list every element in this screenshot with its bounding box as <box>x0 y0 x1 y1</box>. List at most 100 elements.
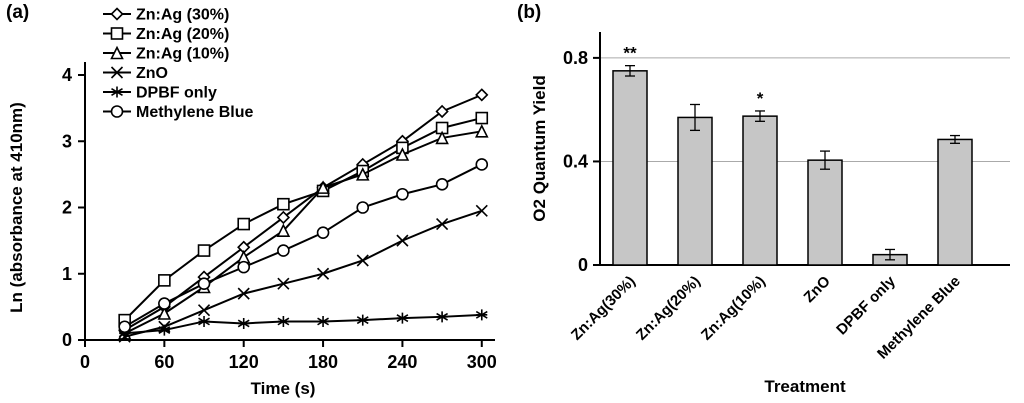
triangle-marker-icon <box>355 167 370 181</box>
bar-chart-canvas: 0 0.4 0.8 ** Zn:Ag(30%)Zn:Ag(20%) * Zn:Ag(10%)… <box>530 32 1010 396</box>
diamond-marker-icon <box>475 88 489 102</box>
x-marker-icon <box>316 267 330 280</box>
legend-label: Zn:Ag (10%) <box>136 46 229 63</box>
triangle-marker-icon <box>276 223 291 237</box>
x-tick-label: 180 <box>308 352 338 372</box>
circle-marker-icon <box>197 277 211 290</box>
x-marker-icon <box>396 234 409 247</box>
legend-item: ZnO <box>103 65 168 82</box>
bar-group: ZnO <box>801 150 843 306</box>
x-marker-icon <box>110 66 124 79</box>
axes <box>78 62 495 347</box>
legend-item: Methylene Blue <box>103 104 253 121</box>
legend-label: Zn:Ag (30%) <box>136 7 229 24</box>
asterisk-marker-icon <box>396 312 409 324</box>
bar <box>937 138 973 266</box>
diamond-marker-icon <box>110 7 124 21</box>
square-marker-icon <box>237 217 251 231</box>
y-tick-label: 3 <box>62 131 72 151</box>
asterisk-marker-icon <box>356 314 369 326</box>
circle-marker-icon <box>396 187 409 201</box>
y-axis-title: Ln (absorbance at 410nm) <box>7 102 26 313</box>
significance-annotation: ** <box>623 44 637 63</box>
x-category-label: Zn:Ag(20%) <box>633 273 704 344</box>
y-tick-label: 2 <box>62 198 72 218</box>
triangle-marker-icon <box>316 180 330 194</box>
x-category-label: Zn:Ag(30%) <box>568 273 639 344</box>
series-methylene-blue <box>118 158 489 334</box>
y-tick-label: 0 <box>62 330 72 350</box>
asterisk-marker-icon <box>198 315 210 327</box>
series-zno <box>118 204 488 343</box>
x-category-label: Zn:Ag(10%) <box>698 273 769 344</box>
y-tick-label: 0 <box>578 255 588 275</box>
legend: Zn:Ag (30%) Zn:Ag (20%) Zn:Ag (10%) ZnO DPBF… <box>103 7 253 121</box>
x-marker-icon <box>197 304 211 317</box>
asterisk-marker-icon <box>237 317 250 329</box>
x-axis-title: Time (s) <box>251 379 316 398</box>
panel-a-line-chart: (a) 0 60 120 180 240 300 0 1 2 3 4 Time (s) Ln (abso… <box>0 0 505 403</box>
series-zn-ag-10- <box>117 124 489 340</box>
x-tick-label: 300 <box>467 352 497 372</box>
x-marker-icon <box>237 287 250 300</box>
x-tick-label: 60 <box>154 352 174 372</box>
bar <box>807 159 843 266</box>
panel-a-label: (a) <box>6 2 30 23</box>
legend-label: Zn:Ag (20%) <box>136 26 229 43</box>
bar <box>677 116 713 266</box>
legend-item: DPBF only <box>103 85 217 102</box>
asterisk-marker-icon <box>436 311 449 323</box>
square-marker-icon <box>277 197 290 211</box>
square-marker-icon <box>475 111 489 125</box>
diamond-marker-icon <box>276 210 291 225</box>
asterisk-marker-icon <box>118 327 131 339</box>
x-tick-label: 240 <box>387 352 417 372</box>
x-tick-label: 0 <box>80 352 90 372</box>
x-axis-title: Treatment <box>764 377 846 396</box>
legend-label: Methylene Blue <box>136 104 253 121</box>
x-category-label: ZnO <box>801 273 834 306</box>
triangle-marker-icon <box>157 306 172 320</box>
bar-group: DPBF only <box>833 248 908 338</box>
circle-marker-icon <box>158 297 171 310</box>
legend-label: ZnO <box>136 65 168 82</box>
legend-item: Zn:Ag (30%) <box>103 7 229 24</box>
square-marker-icon <box>197 244 211 257</box>
legend-item: Zn:Ag (20%) <box>103 26 229 43</box>
bar <box>612 70 648 266</box>
square-marker-icon <box>158 274 171 287</box>
x-tick-label: 120 <box>229 352 259 372</box>
series-dpbf-only <box>118 309 488 339</box>
triangle-marker-icon <box>395 147 410 161</box>
circle-marker-icon <box>316 226 330 239</box>
x-marker-icon <box>277 277 290 290</box>
triangle-marker-icon <box>435 130 449 145</box>
circle-marker-icon <box>475 158 489 171</box>
x-category-label: DPBF only <box>833 272 899 338</box>
triangle-marker-icon <box>474 124 489 138</box>
series-zn-ag-20- <box>118 111 489 327</box>
square-marker-icon <box>110 27 124 40</box>
x-marker-icon <box>436 217 449 231</box>
circle-marker-icon <box>237 260 251 274</box>
circle-marker-icon <box>356 201 370 214</box>
asterisk-marker-icon <box>475 309 488 321</box>
asterisk-marker-icon <box>158 324 171 336</box>
asterisk-marker-icon <box>317 315 329 327</box>
triangle-marker-icon <box>110 45 124 60</box>
circle-marker-icon <box>277 244 290 257</box>
legend-item: Zn:Ag (10%) <box>103 46 229 63</box>
panel-b-label: (b) <box>517 2 542 23</box>
x-marker-icon <box>475 204 488 217</box>
panel-b-bar-chart: (b) 0 0.4 0.8 ** Zn:Ag(30%) Zn:Ag(20%) * Zn:Ag(… <box>505 0 1024 403</box>
x-marker-icon <box>356 254 369 267</box>
circle-marker-icon <box>435 178 449 191</box>
y-tick-label: 0.8 <box>563 48 588 68</box>
legend-label: DPBF only <box>136 85 217 102</box>
y-tick-label: 1 <box>62 264 72 284</box>
y-tick-label: 4 <box>62 65 72 85</box>
y-tick-label: 0.4 <box>563 151 588 171</box>
asterisk-marker-icon <box>277 315 290 327</box>
circle-marker-icon <box>110 105 124 118</box>
